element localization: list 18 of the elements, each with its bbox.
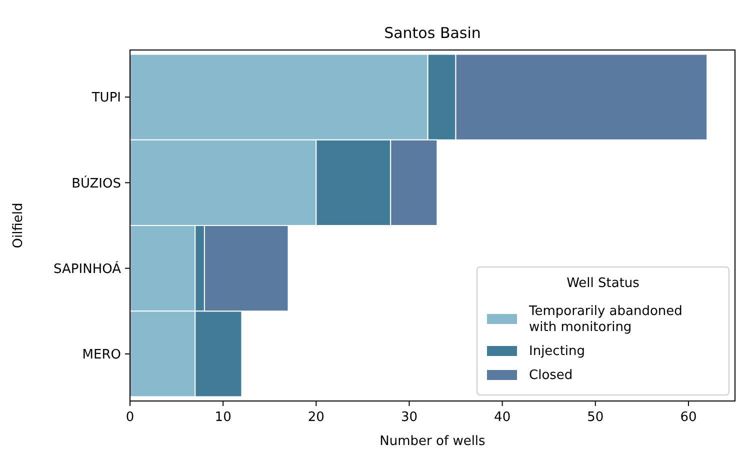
x-axis-title: Number of wells <box>380 434 486 449</box>
legend-label: Injecting <box>529 344 586 359</box>
x-tick-label: 40 <box>494 410 511 425</box>
y-axis-title: Oilfield <box>11 202 26 248</box>
x-tick-label: 20 <box>308 410 324 425</box>
y-tick-label: SAPINHOÁ <box>54 260 122 277</box>
x-tick-label: 50 <box>587 410 604 425</box>
x-tick-label: 30 <box>400 410 418 425</box>
legend-label: Closed <box>529 368 573 383</box>
y-tick-label: BÚZIOS <box>72 174 121 192</box>
x-tick-label: 10 <box>214 410 232 425</box>
y-tick-label: MERO <box>82 347 121 362</box>
legend-label: Temporarily abandoned with monitoring <box>528 304 682 335</box>
chart-title: Santos Basin <box>384 24 481 42</box>
x-tick-label: 60 <box>680 410 697 425</box>
x-tick-label: 0 <box>126 410 134 425</box>
y-tick-label: TUPI <box>90 90 121 106</box>
legend-title: Well Status <box>566 276 640 291</box>
